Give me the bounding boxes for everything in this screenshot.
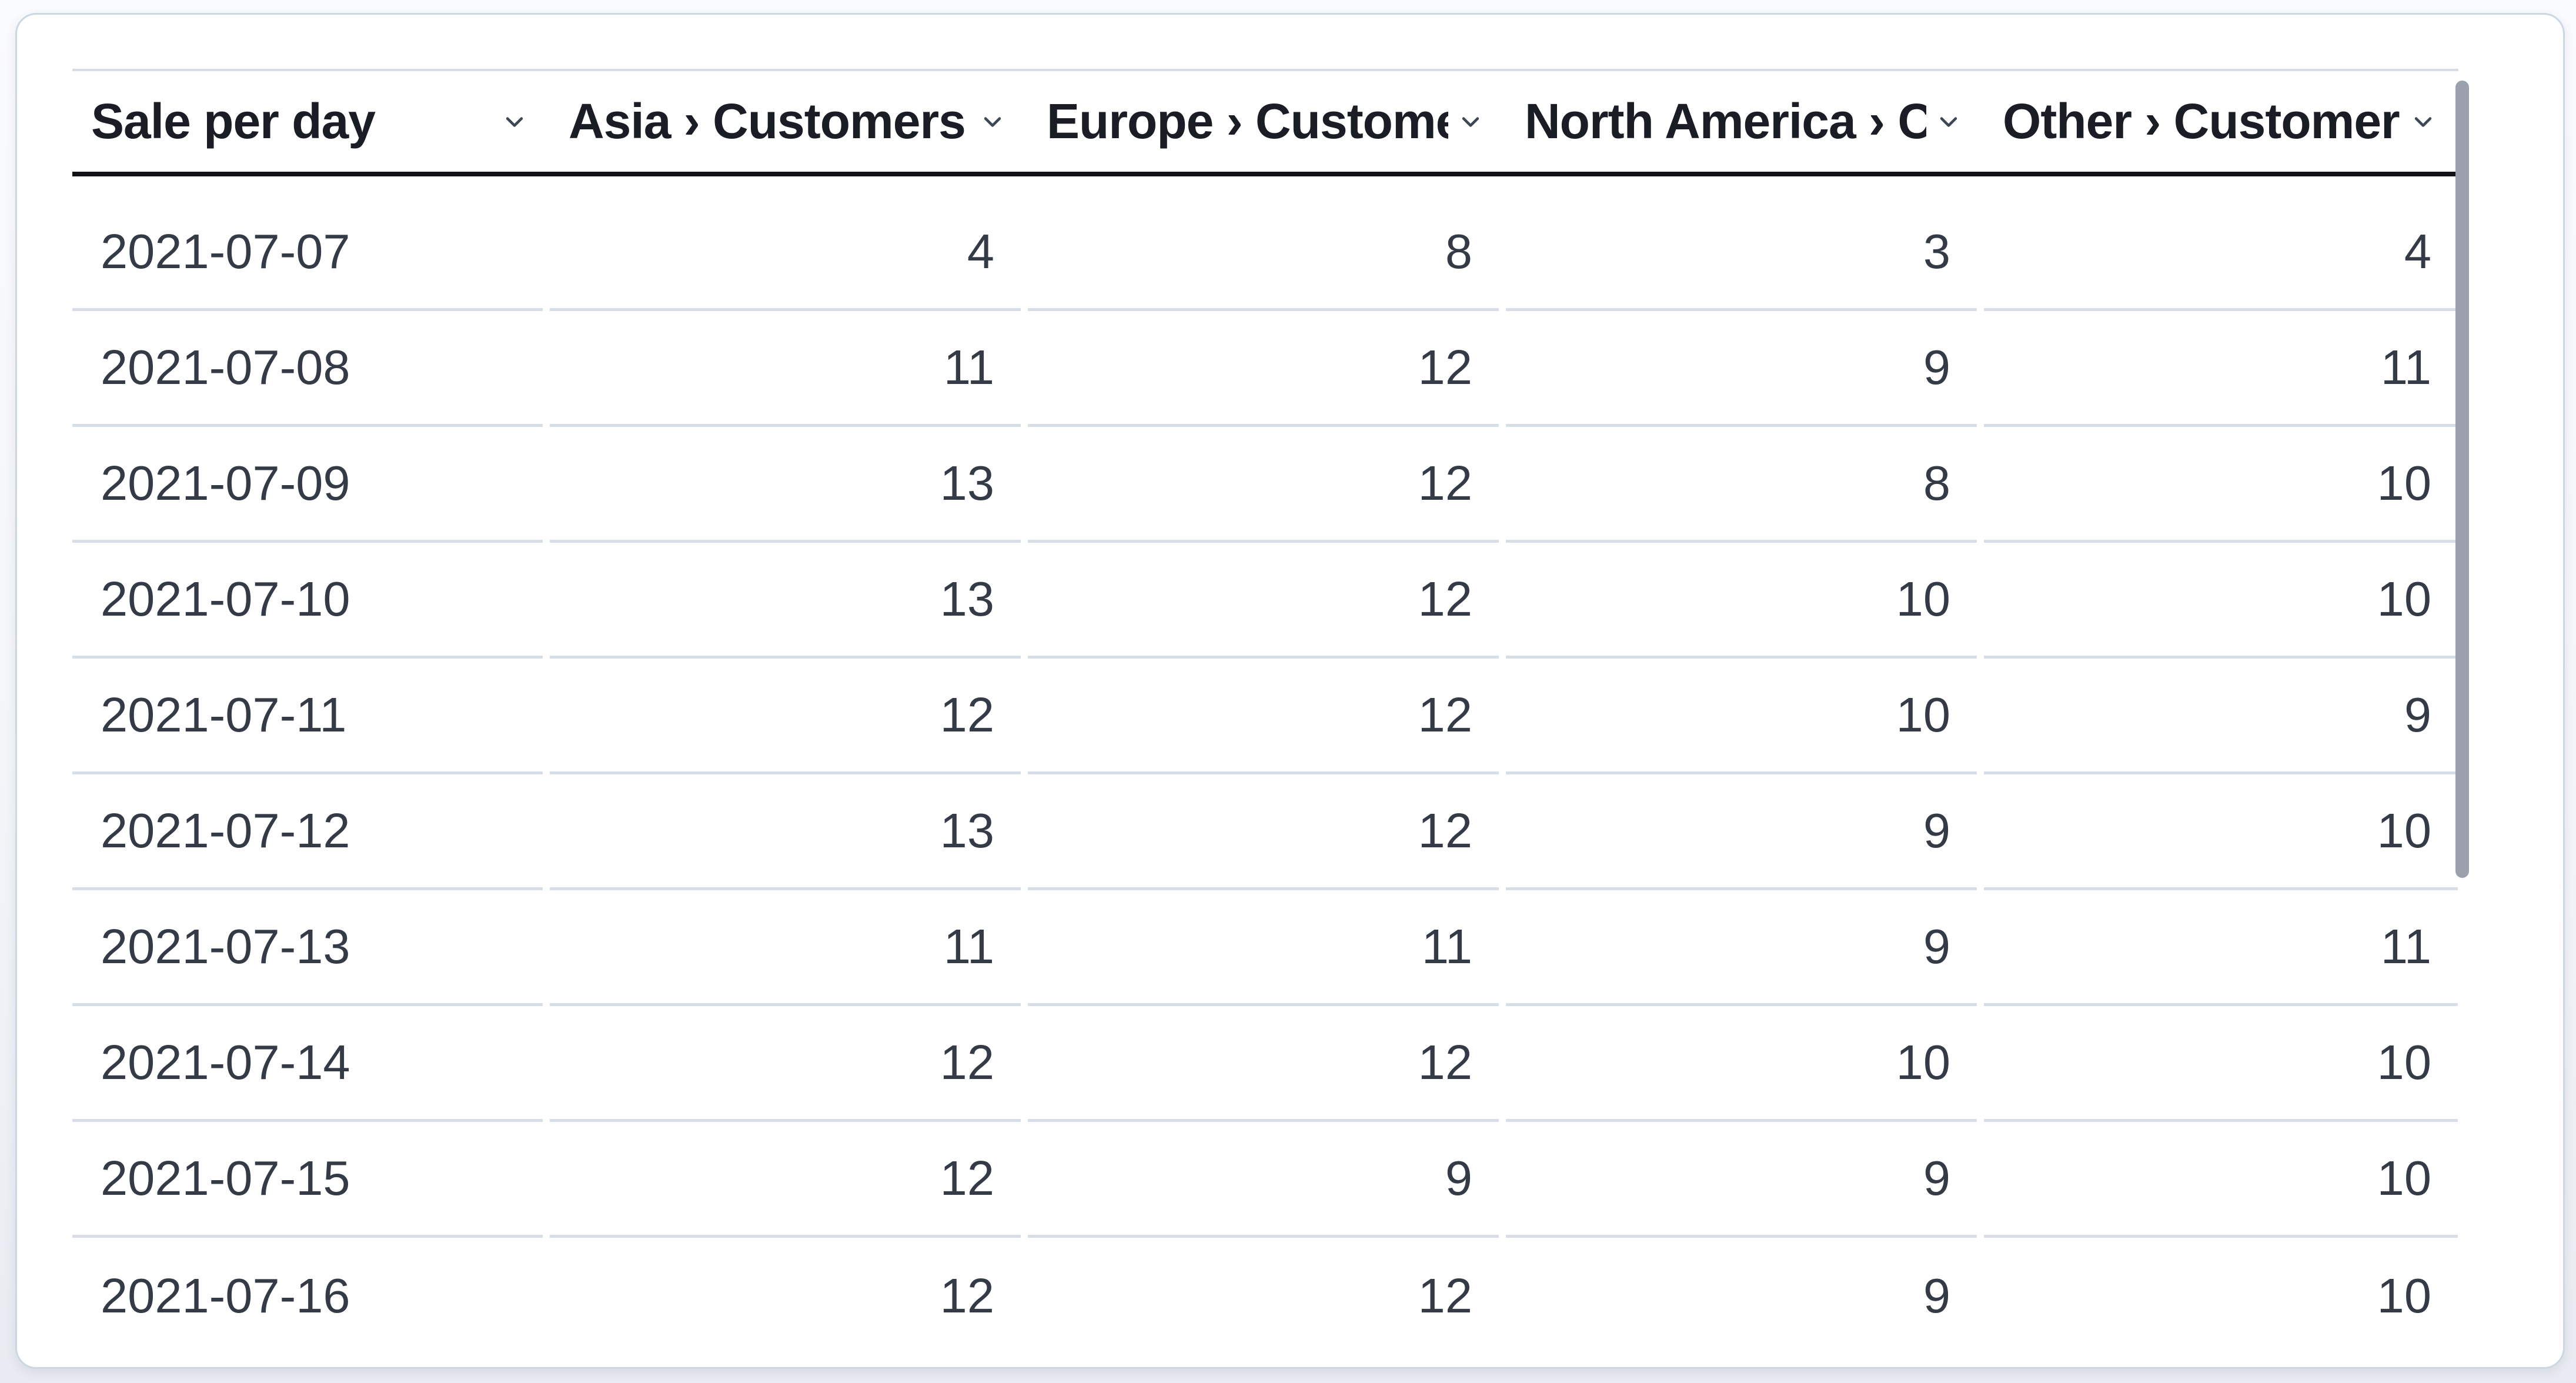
data-grid: Sale per day Asia › Customers Europe › Cus… — [72, 69, 2458, 1354]
value-cell: 12 — [1028, 311, 1499, 427]
date-cell: 2021-07-15 — [72, 1122, 543, 1238]
table-row: 2021-07-07 4 8 3 4 — [72, 195, 2458, 311]
date-cell: 2021-07-16 — [101, 1268, 350, 1323]
value-cell: 12 — [550, 659, 1021, 774]
value-cell: 8 — [1506, 427, 1977, 543]
value-cell: 4 — [1984, 195, 2458, 311]
value-cell: 11 — [550, 311, 1021, 427]
value-cell: 12 — [1028, 543, 1499, 659]
value-cell: 12 — [550, 1122, 1021, 1238]
value-cell: 10 — [1506, 659, 1977, 774]
value-cell: 10 — [1984, 1122, 2458, 1238]
value-cell: 10 — [1984, 427, 2458, 543]
value-cell: 10 — [1506, 543, 1977, 659]
column-header-2[interactable]: Europe › Customers — [1028, 71, 1506, 172]
value-cell: 12 — [940, 1268, 994, 1323]
value-cell: 10 — [1506, 1006, 1977, 1122]
chevron-down-icon[interactable] — [499, 106, 530, 137]
date-cell: 2021-07-14 — [72, 1006, 543, 1122]
value-cell: 11 — [1028, 890, 1499, 1006]
value-cell: 9 — [1506, 890, 1977, 1006]
value-cell: 10 — [1984, 543, 2458, 659]
chevron-down-icon[interactable] — [1933, 106, 1964, 137]
data-grid-header-row: Sale per day Asia › Customers Europe › Cus… — [72, 69, 2458, 176]
date-cell: 2021-07-12 — [72, 774, 543, 890]
date-cell: 2021-07-08 — [72, 311, 543, 427]
value-cell: 11 — [1984, 890, 2458, 1006]
date-cell: 2021-07-11 — [72, 659, 543, 774]
table-row: 2021-07-09 13 12 8 10 — [72, 427, 2458, 543]
table-row: 2021-07-10 13 12 10 10 — [72, 543, 2458, 659]
column-header-4[interactable]: Other › Customers — [1984, 71, 2458, 172]
value-cell: 9 — [1028, 1122, 1499, 1238]
table-row: 2021-07-16 12 12 9 10 — [72, 1238, 2458, 1354]
column-header-0[interactable]: Sale per day — [72, 71, 550, 172]
value-cell: 13 — [550, 774, 1021, 890]
value-cell: 10 — [2377, 1268, 2431, 1323]
table-row: 2021-07-11 12 12 10 9 — [72, 659, 2458, 774]
date-cell: 2021-07-13 — [72, 890, 543, 1006]
vertical-scrollbar-thumb[interactable] — [2455, 81, 2469, 878]
data-grid-card: Sale per day Asia › Customers Europe › Cus… — [15, 13, 2565, 1369]
date-cell: 2021-07-07 — [72, 195, 543, 311]
column-header-label: North America › Customers — [1525, 93, 1926, 149]
column-header-label: Sale per day — [91, 93, 376, 149]
column-header-3[interactable]: North America › Customers — [1506, 71, 1984, 172]
value-cell: 13 — [550, 427, 1021, 543]
value-cell: 9 — [1984, 659, 2458, 774]
value-cell: 9 — [1506, 311, 1977, 427]
value-cell: 12 — [1028, 774, 1499, 890]
table-row: 2021-07-12 13 12 9 10 — [72, 774, 2458, 890]
value-cell: 10 — [1984, 1006, 2458, 1122]
value-cell: 11 — [550, 890, 1021, 1006]
column-header-label: Europe › Customers — [1047, 93, 1448, 149]
value-cell: 9 — [1506, 1122, 1977, 1238]
value-cell: 12 — [1028, 659, 1499, 774]
date-cell: 2021-07-10 — [72, 543, 543, 659]
column-header-1[interactable]: Asia › Customers — [550, 71, 1028, 172]
chevron-down-icon[interactable] — [1455, 106, 1486, 137]
table-row: 2021-07-08 11 12 9 11 — [72, 311, 2458, 427]
table-row: 2021-07-14 12 12 10 10 — [72, 1006, 2458, 1122]
value-cell: 12 — [1028, 1006, 1499, 1122]
value-cell: 9 — [1923, 1268, 1950, 1323]
value-cell: 10 — [1984, 774, 2458, 890]
data-grid-body: 2021-07-07 4 8 3 4 2021-07-08 11 12 9 11 2021-07-0… — [72, 176, 2458, 1354]
value-cell: 12 — [1028, 427, 1499, 543]
chevron-down-icon[interactable] — [977, 106, 1008, 137]
value-cell: 12 — [550, 1006, 1021, 1122]
table-row: 2021-07-15 12 9 9 10 — [72, 1122, 2458, 1238]
value-cell: 8 — [1028, 195, 1499, 311]
column-header-label: Other › Customers — [2003, 93, 2401, 149]
value-cell: 12 — [1418, 1268, 1472, 1323]
chevron-down-icon[interactable] — [2408, 106, 2438, 137]
value-cell: 3 — [1506, 195, 1977, 311]
value-cell: 11 — [1984, 311, 2458, 427]
column-header-label: Asia › Customers — [569, 93, 966, 149]
table-row: 2021-07-13 11 11 9 11 — [72, 890, 2458, 1006]
value-cell: 9 — [1506, 774, 1977, 890]
value-cell: 4 — [550, 195, 1021, 311]
date-cell: 2021-07-09 — [72, 427, 543, 543]
value-cell: 13 — [550, 543, 1021, 659]
